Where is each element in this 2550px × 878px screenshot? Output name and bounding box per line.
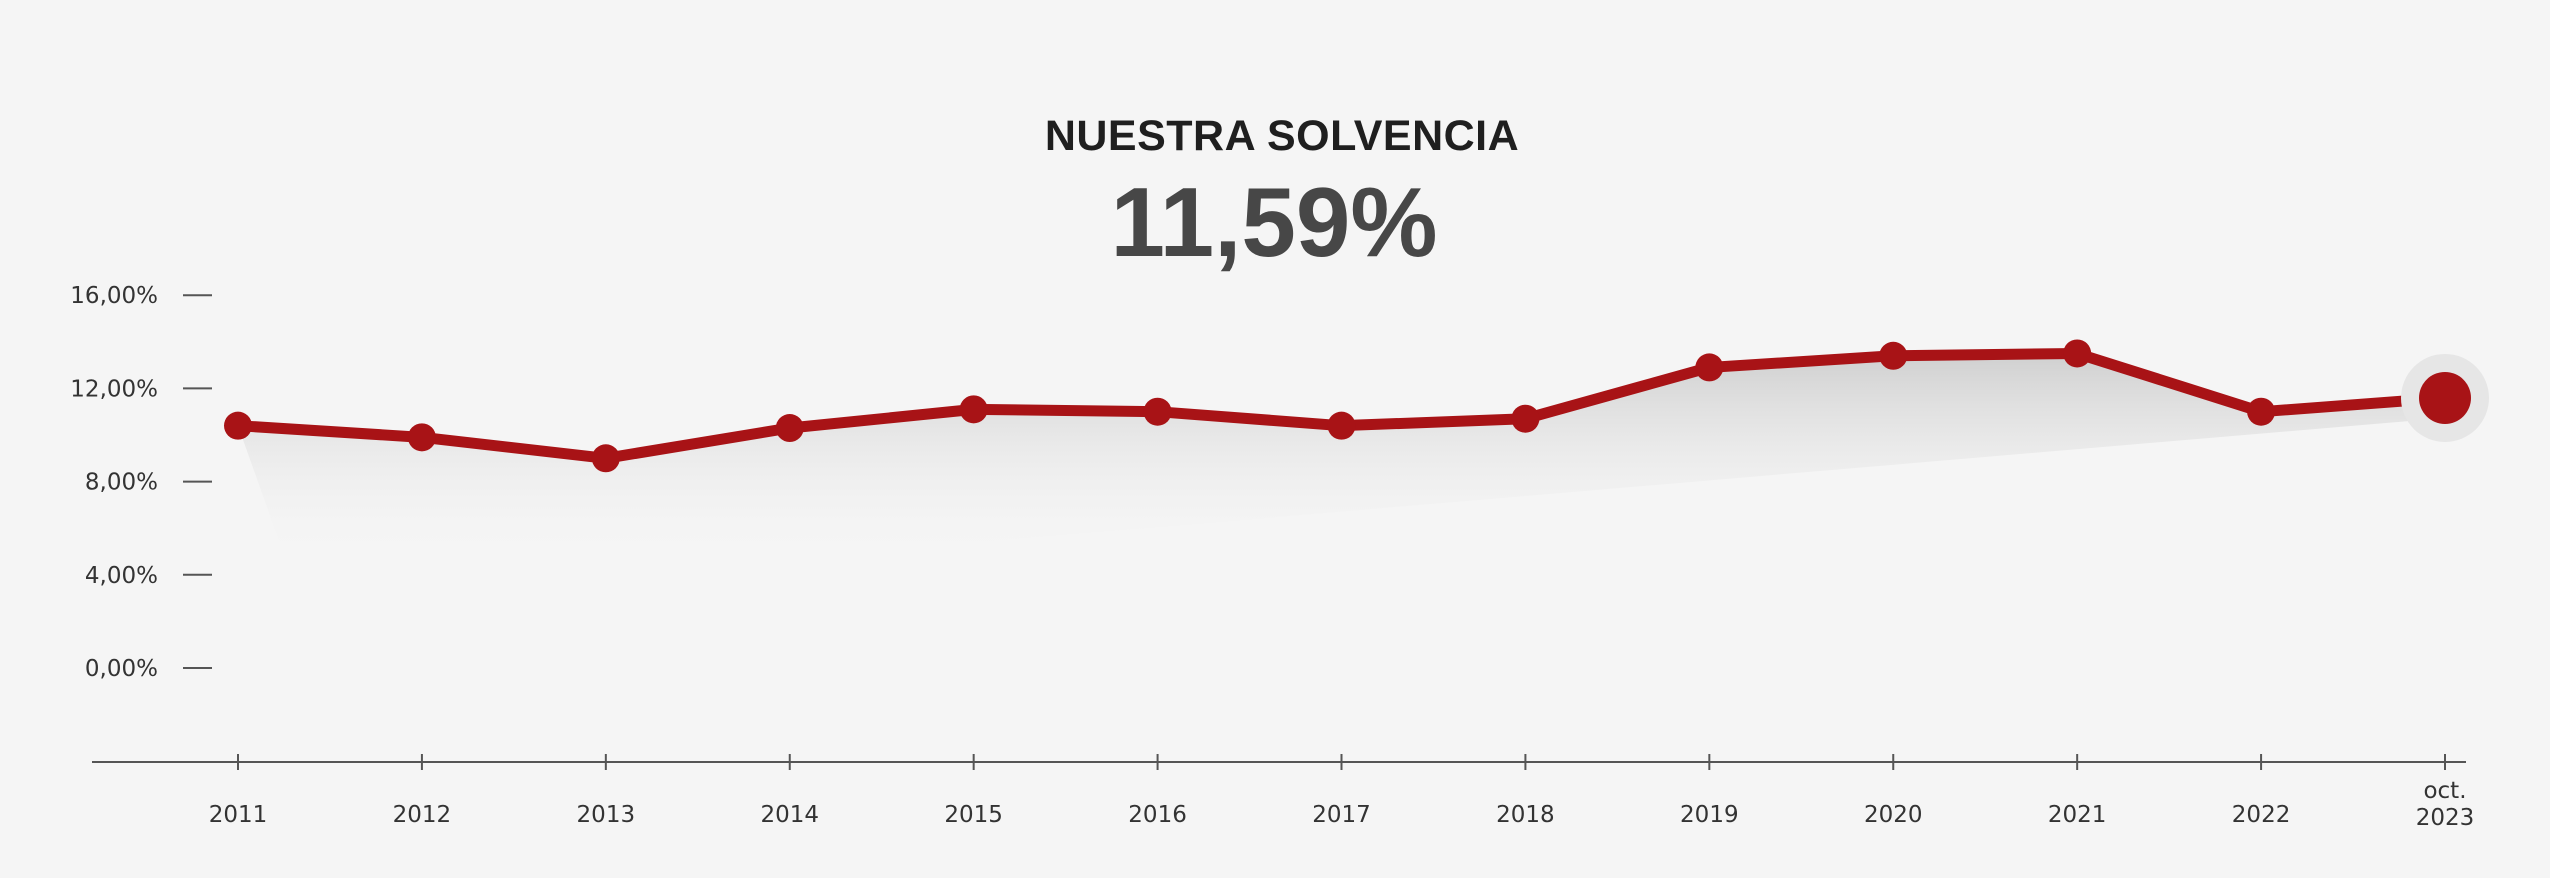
x-tick-label: 2019 [1680, 802, 1739, 828]
x-tick-label: 2022 [2232, 802, 2291, 828]
x-axis: 2011 2012 2013 2014 2015 2016 2017 2018 2019 2020… [92, 754, 2474, 831]
headline-value: 11,59% [1111, 167, 1438, 277]
x-tick-label: 2013 [577, 802, 636, 828]
latest-data-point [2419, 371, 2471, 424]
data-points [224, 339, 2489, 473]
data-point [1511, 404, 1540, 433]
y-tick-label: 16,00% [70, 283, 158, 309]
x-tick-label: 2017 [1312, 802, 1371, 828]
y-tick-label: 4,00% [85, 563, 158, 589]
data-point [1327, 411, 1356, 440]
chart-title: NUESTRA SOLVENCIA [1045, 112, 1519, 160]
x-tick-label: 2021 [2048, 802, 2107, 828]
data-point [224, 411, 252, 440]
x-tick-label: 2011 [209, 802, 268, 828]
y-tick-label: 8,00% [85, 470, 158, 496]
area-shadow-fill [238, 353, 2445, 600]
data-point [2247, 397, 2276, 426]
x-tick-label: oct. 2023 [2416, 778, 2475, 831]
y-tick-label: 12,00% [70, 376, 158, 402]
y-tick-label: 0,00% [85, 656, 158, 682]
data-point [775, 414, 804, 443]
data-point [2063, 339, 2092, 368]
x-tick-label: 2020 [1864, 802, 1923, 828]
y-axis: 16,00% 12,00% 8,00% 4,00% 0,00% [70, 283, 212, 682]
x-tick-label: 2016 [1128, 802, 1187, 828]
x-tick-label: 2014 [760, 802, 819, 828]
data-point [1879, 341, 1908, 370]
data-point [1143, 397, 1172, 426]
data-point [959, 395, 988, 424]
data-point [407, 423, 436, 452]
area-shadow [238, 353, 2445, 600]
x-tick-label: 2018 [1496, 802, 1555, 828]
data-point [1695, 353, 1724, 382]
x-tick-label: 2015 [944, 802, 1003, 828]
data-point [591, 444, 620, 473]
x-tick-label: 2012 [393, 802, 452, 828]
